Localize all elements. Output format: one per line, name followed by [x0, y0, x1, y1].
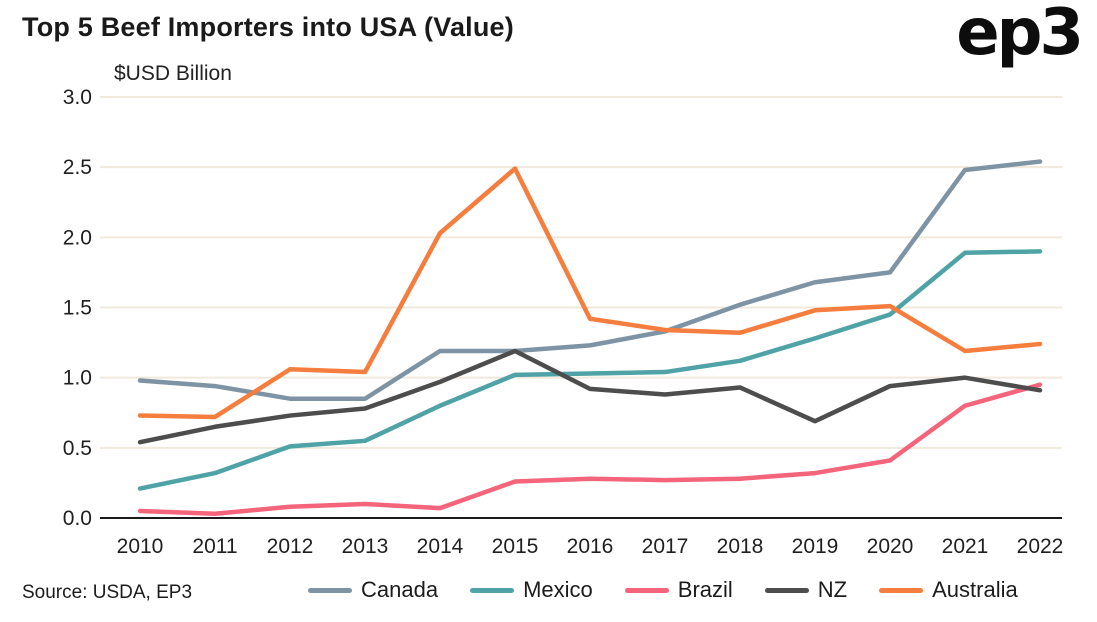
chart-legend: Canada Mexico Brazil NZ Australia — [308, 577, 1018, 603]
y-tick-label: 2.0 — [63, 226, 92, 249]
legend-item-nz: NZ — [764, 577, 848, 603]
x-tick-label: 2016 — [567, 535, 614, 558]
series-line-brazil — [137, 382, 1043, 517]
chart-title: Top 5 Beef Importers into USA (Value) — [22, 12, 514, 42]
legend-swatch-brazil — [624, 587, 669, 593]
x-tick-label: 2013 — [342, 535, 389, 558]
x-tick-label: 2022 — [1017, 535, 1064, 558]
legend-swatch-mexico — [470, 587, 515, 593]
x-tick-label: 2010 — [117, 535, 164, 558]
y-tick-label: 3.0 — [63, 86, 92, 109]
series-line-nz — [137, 348, 1043, 445]
legend-label: Australia — [932, 577, 1018, 602]
x-tick-label: 2015 — [492, 535, 539, 558]
y-tick-label: 0.0 — [63, 507, 92, 530]
ep3-logo: ep3 — [956, 0, 1084, 70]
legend-label: Canada — [361, 577, 439, 602]
legend-swatch-canada — [308, 587, 352, 593]
legend-label: Mexico — [523, 577, 593, 602]
series-line-australia — [137, 166, 1043, 420]
x-tick-label: 2017 — [642, 535, 689, 558]
x-tick-label: 2019 — [792, 535, 839, 558]
x-tick-label: 2018 — [717, 535, 764, 558]
y-axis-unit-label: $USD Billion — [114, 62, 232, 85]
x-tick-label: 2021 — [942, 535, 989, 558]
legend-item-canada: Canada — [308, 577, 438, 603]
x-tick-label: 2014 — [417, 535, 464, 558]
y-tick-label: 2.5 — [63, 156, 92, 179]
legend-swatch-nz — [764, 587, 809, 593]
x-tick-label: 2011 — [192, 535, 237, 558]
legend-swatch-australia — [879, 587, 924, 593]
y-tick-label: 1.0 — [63, 367, 92, 390]
x-tick-label: 2012 — [267, 535, 314, 558]
legend-item-brazil: Brazil — [624, 577, 733, 603]
legend-label: NZ — [817, 577, 848, 602]
legend-item-australia: Australia — [879, 577, 1018, 603]
legend-label: Brazil — [677, 577, 733, 602]
series-line-mexico — [137, 249, 1043, 491]
x-tick-label: 2020 — [867, 535, 914, 558]
y-tick-label: 1.5 — [63, 297, 92, 320]
y-tick-label: 0.5 — [63, 437, 92, 460]
source-note: Source: USDA, EP3 — [22, 582, 193, 603]
series-line-canada — [137, 159, 1043, 401]
legend-item-mexico: Mexico — [470, 577, 593, 603]
